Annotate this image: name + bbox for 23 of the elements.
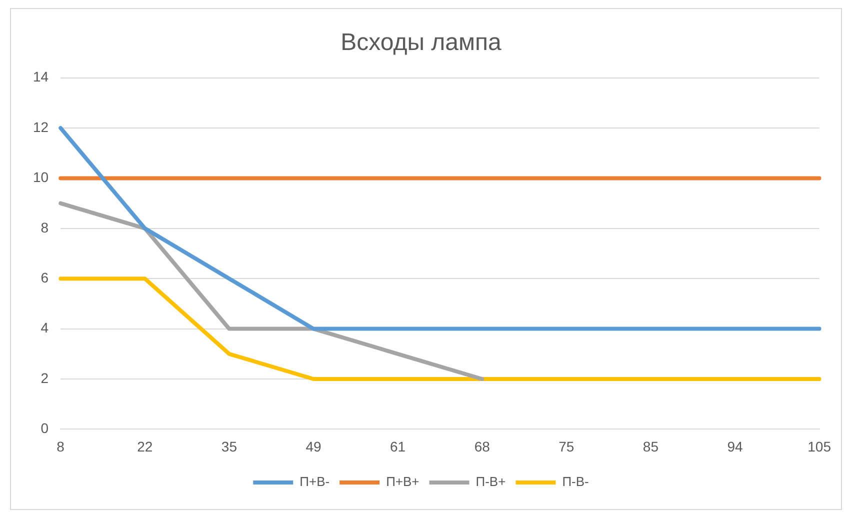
legend-label: П-В- xyxy=(562,474,589,490)
x-tick-label: 22 xyxy=(137,438,153,454)
x-tick-label: 61 xyxy=(390,438,406,454)
x-tick-label: 68 xyxy=(474,438,490,454)
x-tick-label: 49 xyxy=(306,438,322,454)
y-tick-label: 12 xyxy=(32,118,49,135)
y-tick-label: 8 xyxy=(40,219,49,236)
y-tick-label: 10 xyxy=(32,169,49,186)
chart-title: Всходы лампа xyxy=(340,29,502,56)
x-tick-label: 85 xyxy=(642,438,659,454)
legend-label: П-В+ xyxy=(476,474,506,490)
x-tick-label: 8 xyxy=(56,438,65,454)
y-tick-label: 6 xyxy=(40,269,49,286)
x-tick-label: 35 xyxy=(221,438,238,454)
legend-label: П+В- xyxy=(300,474,330,490)
x-tick-label: 105 xyxy=(808,438,832,454)
y-tick-label: 14 xyxy=(32,68,49,85)
y-tick-label: 4 xyxy=(40,320,49,336)
y-tick-label: 0 xyxy=(40,420,49,436)
y-tick-label: 2 xyxy=(40,370,49,386)
x-tick-label: 75 xyxy=(558,438,574,454)
x-tick-label: 94 xyxy=(727,438,744,454)
legend-label: П+В+ xyxy=(386,474,420,490)
